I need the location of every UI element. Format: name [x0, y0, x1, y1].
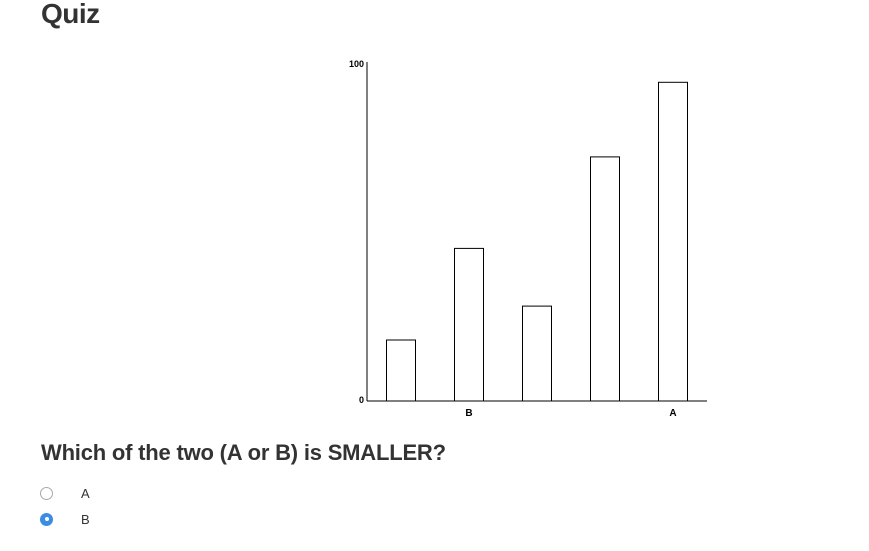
bar-5: [658, 81, 688, 402]
option-a[interactable]: A: [40, 480, 90, 506]
answer-options: A B: [40, 480, 90, 532]
x-label-a: A: [669, 408, 676, 419]
radio-b[interactable]: [40, 512, 53, 526]
y-tick-max: 100: [349, 59, 364, 69]
option-a-label: A: [81, 485, 90, 501]
bars-group: [386, 81, 688, 402]
bar-1: [386, 339, 416, 402]
bar-2: [454, 247, 484, 402]
bar-3: [522, 305, 552, 402]
option-b[interactable]: B: [40, 506, 90, 532]
y-tick-min: 0: [359, 395, 364, 405]
question-text: Which of the two (A or B) is SMALLER?: [41, 440, 446, 465]
option-b-label: B: [81, 511, 90, 527]
x-label-b: B: [465, 408, 472, 419]
page-title: Quiz: [41, 0, 100, 29]
radio-a[interactable]: [40, 486, 53, 500]
bar-4: [590, 156, 620, 402]
